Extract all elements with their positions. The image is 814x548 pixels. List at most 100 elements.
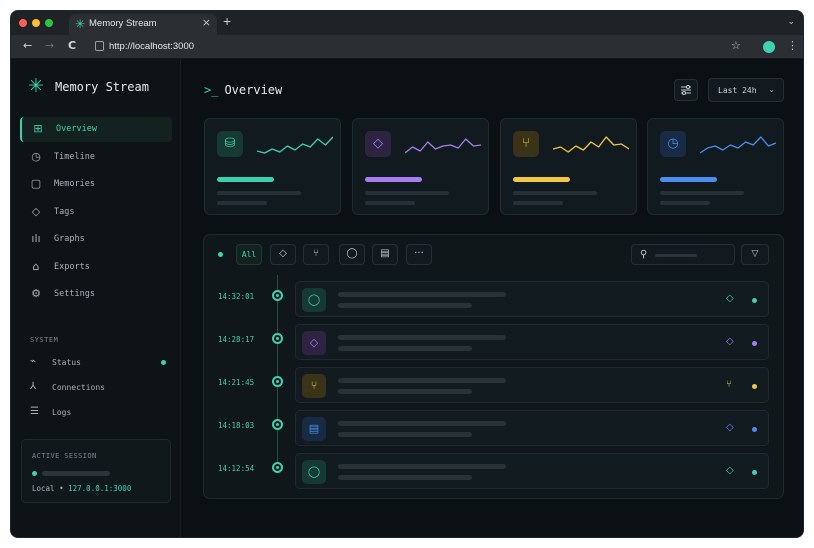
main-content: >_ Overview Last 24h ⌄ ⛁ ◇ ⑂ ◷ All ◇ ⑂ ◯ ▤ ··· ⚲	[182, 59, 803, 537]
url-text[interactable]: http://localhost:3000	[109, 41, 195, 52]
live-indicator-dot	[218, 252, 223, 257]
event-time: 14:18:03	[218, 421, 255, 430]
logs-icon: ☰	[30, 406, 39, 417]
filter-message-icon[interactable]: ◯	[339, 244, 365, 265]
file-icon: ▤	[302, 417, 326, 441]
session-title: ACTIVE SESSION	[32, 452, 97, 460]
browser-menu-icon[interactable]: ⋮	[787, 39, 798, 52]
session-status-dot	[32, 471, 37, 476]
maximize-window-button[interactable]	[45, 19, 53, 27]
system-item-logs[interactable]: ☰ Logs	[20, 402, 172, 424]
close-window-button[interactable]	[19, 19, 27, 27]
sparkline	[405, 138, 481, 154]
system-item-label: Logs	[52, 408, 72, 417]
filter-all-filter[interactable]: All	[236, 244, 262, 265]
tag-icon: ◇	[365, 131, 391, 157]
sidebar-item-tags[interactable]: ◇ Tags	[20, 200, 172, 225]
event-title-placeholder	[338, 464, 506, 469]
sidebar-item-settings[interactable]: ⚙ Settings	[20, 282, 172, 307]
forward-button[interactable]: →	[45, 39, 55, 52]
system-item-connections[interactable]: ⅄ Connections	[20, 377, 172, 399]
search-placeholder-bar	[655, 254, 697, 257]
event-time: 14:28:17	[218, 335, 255, 344]
filter-more-icon[interactable]: ···	[406, 244, 432, 265]
more-icon: ···	[414, 248, 424, 259]
card-placeholder-line	[513, 201, 563, 205]
event-detail-placeholder	[338, 432, 472, 437]
stat-card[interactable]: ⑂	[500, 118, 637, 215]
sidebar-item-exports[interactable]: ⌂ Exports	[20, 255, 172, 280]
gear-icon: ⚙	[31, 287, 41, 300]
page-info-icon[interactable]	[95, 41, 104, 51]
timeline-node	[272, 376, 283, 387]
favicon-icon: ✳	[75, 17, 86, 31]
profile-avatar[interactable]	[763, 41, 775, 53]
session-local-label: Local	[32, 484, 55, 493]
stat-card[interactable]: ⛁	[204, 118, 341, 215]
tab-close-icon[interactable]: ×	[201, 16, 211, 29]
tab-list-chevron-icon[interactable]: ⌄	[787, 17, 795, 27]
address-bar[interactable]: http://localhost:3000	[95, 38, 755, 56]
filter-tag-icon[interactable]: ◇	[270, 244, 296, 265]
sparkline	[257, 136, 333, 154]
event-tag-icon[interactable]: ◇	[726, 293, 734, 304]
sidebar-item-timeline[interactable]: ◷ Timeline	[20, 145, 172, 170]
card-accent-bar	[217, 177, 274, 182]
event-title-placeholder	[338, 335, 506, 340]
filter-button[interactable]: ▽	[741, 244, 769, 265]
tag-icon: ◇	[31, 204, 41, 218]
event-status-dot	[752, 298, 757, 303]
event-detail-placeholder	[338, 346, 472, 351]
timeline-node	[272, 462, 283, 473]
minimize-window-button[interactable]	[32, 19, 40, 27]
event-card[interactable]: ▤ ◇	[295, 410, 769, 446]
sparkline	[553, 136, 629, 153]
reload-button[interactable]: C	[68, 39, 77, 52]
stat-card[interactable]: ◇	[352, 118, 489, 215]
logo-icon: ✳	[28, 75, 44, 97]
event-detail-placeholder	[338, 389, 472, 394]
back-button[interactable]: ←	[23, 39, 33, 52]
timeline-node	[272, 290, 283, 301]
browser-window: ✳ Memory Stream × + ⌄ ← → C http://local…	[10, 10, 804, 538]
sidebar-item-graphs[interactable]: ılı Graphs	[20, 227, 172, 252]
filter-branch-icon[interactable]: ⑂	[303, 244, 329, 265]
card-placeholder-line	[513, 191, 597, 195]
event-tag-icon[interactable]: ◇	[726, 422, 734, 433]
event-tag-icon[interactable]: ⑂	[726, 379, 732, 390]
card-accent-bar	[513, 177, 570, 182]
feed-search[interactable]: ⚲	[631, 244, 735, 265]
stat-card[interactable]: ◷	[647, 118, 784, 215]
sidebar-item-overview[interactable]: ⊞ Overview	[20, 117, 172, 142]
timeline-node	[272, 419, 283, 430]
event-card[interactable]: ◯ ◇	[295, 281, 769, 317]
event-tag-icon[interactable]: ◇	[726, 336, 734, 347]
view-settings-button[interactable]	[674, 79, 698, 101]
time-range-select[interactable]: Last 24h ⌄	[708, 78, 784, 102]
filter-file-icon[interactable]: ▤	[372, 244, 398, 265]
export-icon: ⌂	[32, 259, 40, 273]
browser-tab[interactable]: ✳ Memory Stream ×	[69, 14, 217, 35]
event-card[interactable]: ◯ ◇	[295, 453, 769, 489]
event-title-placeholder	[338, 378, 506, 383]
app-name: Memory Stream	[55, 80, 149, 94]
system-item-status[interactable]: ⌁ Status	[20, 352, 172, 374]
bookmark-star-icon[interactable]: ☆	[731, 39, 741, 52]
tag-icon: ◇	[302, 331, 326, 355]
event-tag-icon[interactable]: ◇	[726, 465, 734, 476]
event-card[interactable]: ◇ ◇	[295, 324, 769, 360]
event-card[interactable]: ⑂ ⑂	[295, 367, 769, 403]
system-section-label: SYSTEM	[30, 336, 59, 344]
bar-chart-icon: ılı	[31, 232, 41, 245]
database-icon: ⛁	[217, 131, 243, 157]
sidebar-item-memories[interactable]: ▢ Memories	[20, 172, 172, 197]
card-placeholder-line	[660, 191, 744, 195]
tab-title: Memory Stream	[89, 18, 157, 29]
session-placeholder-bar	[42, 471, 110, 476]
sidebar-item-label: Exports	[54, 261, 90, 272]
session-address: 127.0.0.1:3000	[68, 484, 132, 493]
tab-bar: ✳ Memory Stream × + ⌄	[11, 11, 803, 35]
status-online-dot	[161, 360, 166, 365]
new-tab-button[interactable]: +	[223, 13, 232, 29]
card-placeholder-line	[365, 201, 415, 205]
